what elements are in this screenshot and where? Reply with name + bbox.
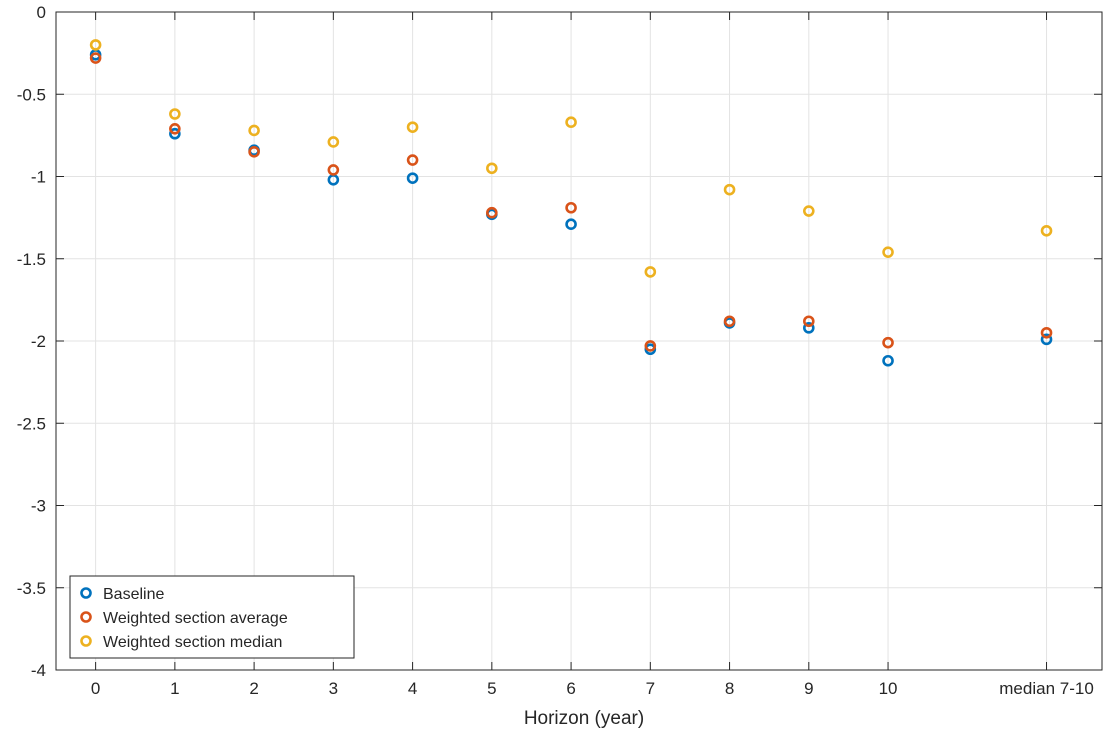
x-tick-label: 1: [170, 679, 179, 698]
y-tick-label: 0: [37, 3, 46, 22]
y-tick-label: -1.5: [17, 250, 46, 269]
data-point: [803, 322, 815, 334]
data-point: [327, 164, 340, 176]
data-point: [565, 201, 577, 214]
x-tick-label: 9: [804, 679, 813, 698]
data-point: [1040, 326, 1053, 339]
x-tick-label: 5: [487, 679, 496, 698]
data-point: [406, 121, 419, 133]
x-tick-label: 4: [408, 679, 417, 698]
legend-label: Weighted section average: [103, 610, 288, 627]
data-point: [882, 354, 894, 367]
x-tick-label: median 7-10: [999, 679, 1094, 698]
data-point: [565, 218, 577, 231]
y-tick-label: -4: [31, 661, 46, 680]
x-axis-label: Horizon (year): [524, 708, 644, 729]
data-point: [486, 162, 498, 175]
legend-marker: [80, 611, 92, 623]
legend-label: Baseline: [103, 586, 164, 603]
data-point: [169, 108, 181, 120]
data-point: [1040, 224, 1053, 237]
data-point: [803, 205, 815, 217]
x-tick-label: 2: [249, 679, 258, 698]
data-points: [89, 39, 1053, 367]
data-point: [89, 52, 102, 64]
x-tick-label: 8: [725, 679, 734, 698]
x-tick-label: 7: [646, 679, 655, 698]
axes: 0 1 2 3 4 5 6 7 8 9 10 median 7-10 0 -0.5 -1 -1.5 -2 -2.5…: [17, 3, 1103, 698]
data-point: [565, 116, 577, 129]
data-point: [882, 246, 894, 258]
y-tick-label: -2: [31, 332, 46, 351]
legend: Baseline Weighted section average Weighted…: [69, 575, 355, 659]
x-tick-label: 10: [879, 679, 898, 698]
data-point: [327, 136, 340, 148]
legend-marker: [80, 587, 92, 599]
data-point: [248, 146, 260, 158]
data-point: [803, 315, 815, 328]
y-tick-label: -3.5: [17, 579, 46, 598]
data-point: [406, 172, 419, 184]
y-tick-label: -1: [31, 168, 46, 187]
legend-marker: [80, 635, 92, 647]
y-tick-label: -0.5: [17, 85, 46, 104]
data-point: [1040, 333, 1053, 346]
data-point: [406, 154, 419, 166]
legend-box: [69, 575, 355, 659]
data-point: [169, 127, 181, 140]
data-point: [644, 340, 657, 352]
data-point: [723, 183, 736, 196]
data-point: [723, 315, 736, 328]
y-tick-label: -3: [31, 497, 46, 516]
data-point: [248, 124, 260, 137]
y-tick-label: -2.5: [17, 414, 46, 433]
x-tick-label: 3: [329, 679, 338, 698]
x-tick-label: 0: [91, 679, 100, 698]
data-point: [486, 206, 498, 219]
data-point: [644, 266, 657, 278]
data-point: [89, 39, 102, 51]
data-point: [169, 122, 181, 135]
data-point: [882, 336, 894, 349]
grid: [56, 11, 1102, 671]
legend-label: Weighted section median: [103, 634, 282, 651]
x-tick-label: 6: [566, 679, 575, 698]
